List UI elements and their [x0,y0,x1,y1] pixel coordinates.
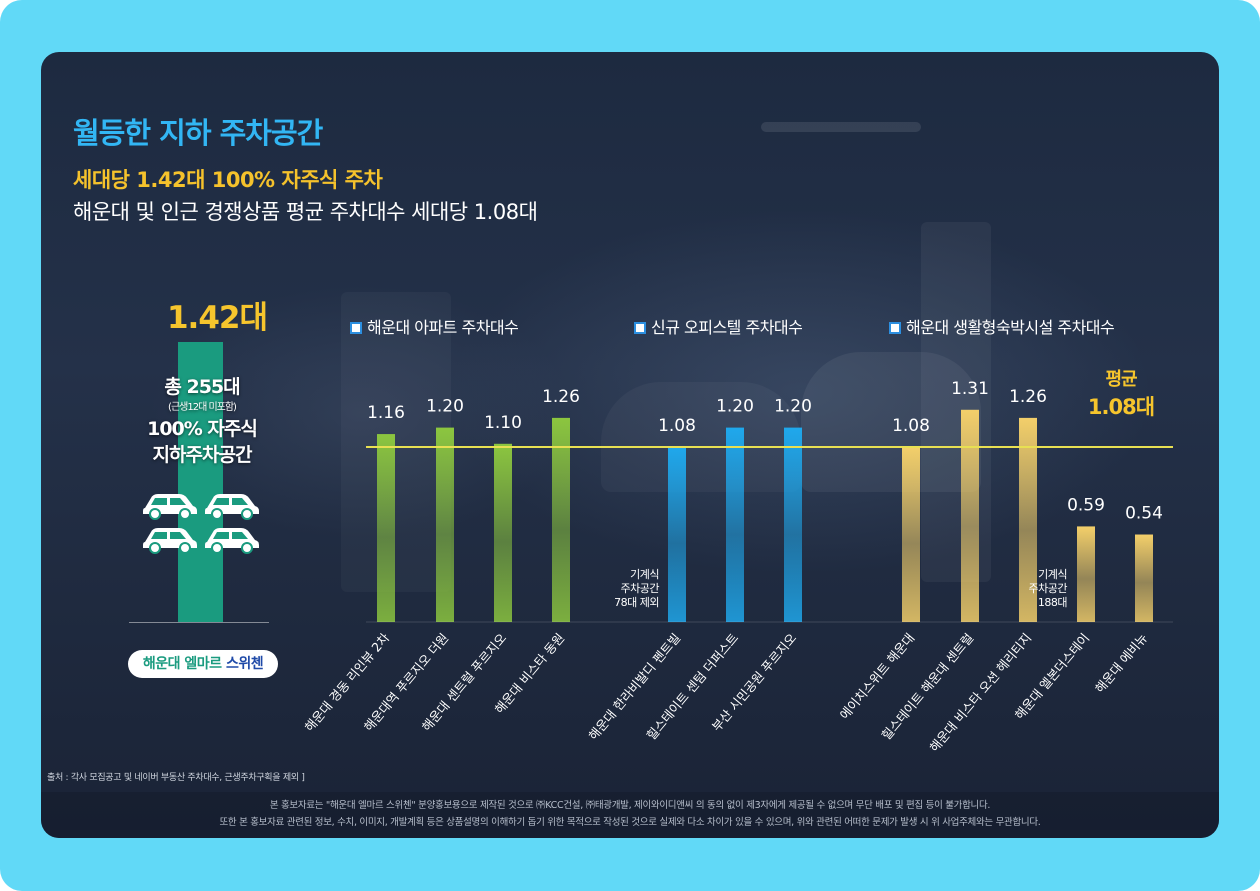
bar-1-2 [436,427,454,622]
page-title: 월등한 지하 주차공간 [73,116,323,150]
pillar-shape [921,222,991,582]
legend-officetel-label: 신규 오피스텔 주차대수 [651,318,803,337]
legend-residence: 해운대 생활형숙박시설 주차대수 [889,314,1115,338]
category-label: 해운대 비스타 오션 헤리티지 [926,630,1034,754]
highlight-value: 1.42대 [166,300,268,336]
car-icons [141,488,265,558]
car-icon [205,494,259,520]
data-label: 1.20 [426,397,464,417]
officetel-note: 기계식 주차공간 78대 제외 [601,568,659,610]
legend-officetel: 신규 오피스텔 주차대수 [634,314,803,338]
bar-1-3 [494,443,512,622]
disclaimer-line-1: 본 홍보자료는 "해운대 엘마르 스위첸" 분양홍보용으로 제작된 것으로 ㈜K… [269,800,991,811]
data-label: 1.26 [1009,387,1047,407]
legend-apartment-label: 해운대 아파트 주차대수 [367,318,519,337]
car-icon [143,494,197,520]
legend-apartment: 해운대 아파트 주차대수 [350,314,519,338]
legend-marker-icon [350,322,362,334]
subtitle-average: 해운대 및 인근 경쟁상품 평균 주차대수 세대당 1.08대 [73,200,538,224]
data-label: 1.20 [716,397,754,417]
category-label: 해운대 에비뉴 [1092,630,1150,696]
data-label: 1.20 [774,397,812,417]
highlight-bar [178,342,223,622]
bar-3-2 [961,409,979,622]
average-label-value: 1.08대 [1087,395,1155,419]
data-label: 1.31 [951,379,989,399]
average-label-title: 평균 [1105,369,1137,390]
brand-name-part1: 해운대 엘마르 [142,656,222,672]
brand-name-part2: 스위첸 [225,656,264,672]
highlight-total: 총 255대 [164,376,240,398]
note-line: 주차공간 [1028,582,1068,595]
average-label: 평균 1.08대 [1081,365,1161,421]
bar-1-4 [552,417,570,622]
data-label: 1.16 [367,403,405,423]
highlight-baseline [129,622,269,623]
highlight-line2: 지하주차공간 [152,444,253,466]
note-line: 주차공간 [620,582,660,595]
bar-1-1 [377,434,395,622]
data-label: 0.59 [1067,495,1105,515]
car-shape [601,382,801,492]
footer-disclaimer: 본 홍보자료는 "해운대 엘마르 스위첸" 분양홍보용으로 제작된 것으로 ㈜K… [41,792,1219,838]
ceiling-light [761,122,921,132]
residence-note: 기계식 주차공간 188대 [1011,568,1068,610]
data-label: 1.08 [658,416,696,436]
bar-3-4 [1077,526,1095,622]
infographic-panel: 월등한 지하 주차공간 세대당 1.42대 100% 자주식 주차 해운대 및 … [41,52,1219,838]
bar-2-1 [668,447,686,622]
note-line: 기계식 [1038,568,1067,581]
data-label: 1.10 [484,413,522,433]
legend-marker-icon [889,322,901,334]
data-label: 1.08 [892,416,930,436]
legend-residence-label: 해운대 생활형숙박시설 주차대수 [906,318,1115,337]
car-icon [205,528,259,554]
car-shape [801,352,981,492]
bar-2-2 [726,427,744,622]
bar-2-3 [784,427,802,622]
data-label: 0.54 [1125,504,1163,524]
bar-3-1 [902,447,920,622]
car-icon [143,528,197,554]
note-line: 188대 [1037,596,1068,609]
highlight-note: (근생12대 미포함) [168,402,237,413]
highlight-line1: 100% 자주식 [147,418,258,440]
note-line: 78대 제외 [614,596,659,609]
note-line: 기계식 [630,568,659,581]
source-note: 출처 : 각사 모집공고 및 네이버 부동산 주차대수, 근생주차구획을 제외 … [47,773,305,783]
brand-logo: 해운대 엘마르 스위첸 [128,650,278,678]
subtitle-highlight: 세대당 1.42대 100% 자주식 주차 [73,168,383,192]
bar-3-3 [1019,417,1037,622]
data-label: 1.26 [542,387,580,407]
bar-3-5 [1135,534,1153,622]
legend-marker-icon [634,322,646,334]
disclaimer-line-2: 또한 본 홍보자료 관련된 정보, 수치, 이미지, 개발계획 등은 상품설명의… [219,817,1041,828]
